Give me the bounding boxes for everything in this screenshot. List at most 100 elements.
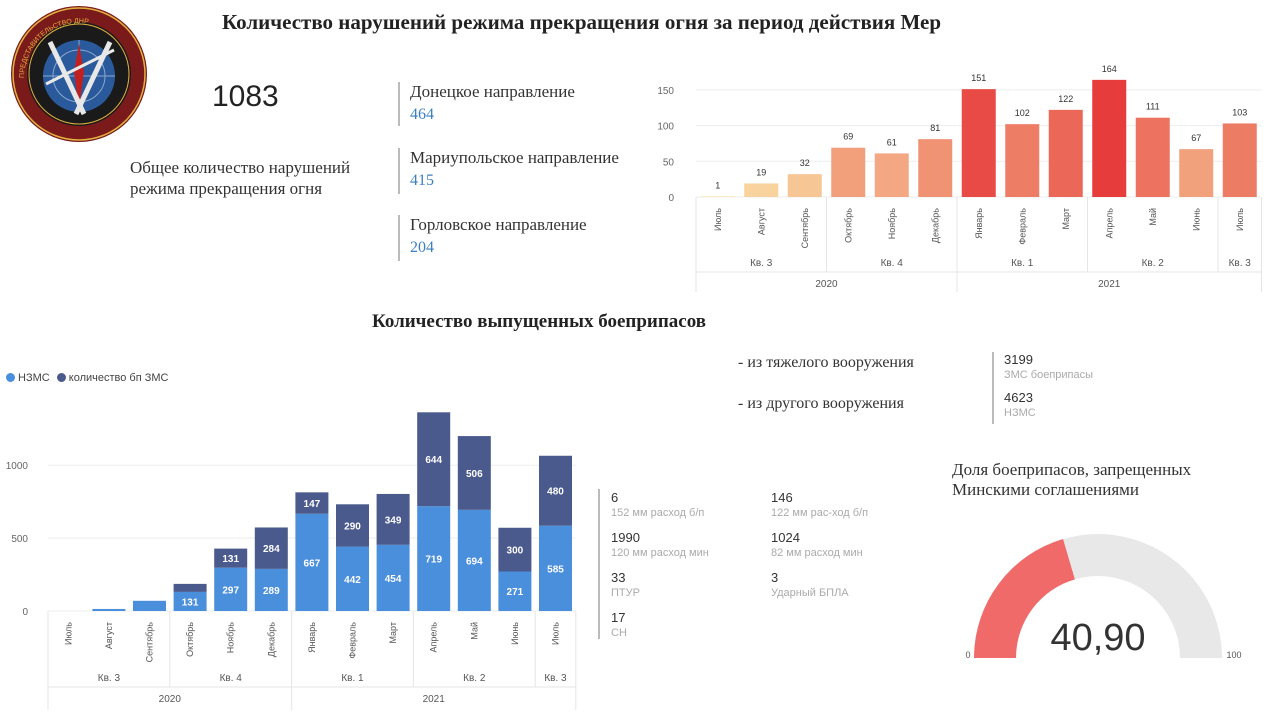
bar-segment-nzms	[295, 513, 329, 611]
stat-label: 122 мм рас-ход б/п	[771, 507, 869, 519]
segment-value-label: 585	[547, 564, 564, 575]
direction-value: 415	[410, 172, 434, 189]
ammo-breakdown: 3199 ЗМС боеприпасы 4623 НЗМС	[992, 352, 1093, 424]
segment-value-label: 644	[425, 455, 442, 466]
ammo-title: Количество выпущенных боеприпасов	[372, 311, 707, 332]
bar	[874, 153, 909, 197]
legend-dot-zms	[56, 373, 66, 382]
heavy-weapons-label: - из тяжелого вооружения	[738, 354, 914, 371]
bar	[1222, 123, 1257, 197]
stat-value: 1024	[771, 530, 800, 545]
share-gauge: 40,90 0 100	[965, 534, 1242, 660]
bar-value-label: 1	[715, 180, 720, 190]
y-tick-label: 50	[663, 157, 675, 168]
quarter-label: Кв. 1	[1011, 258, 1034, 269]
bar-segment-nzms	[417, 506, 451, 611]
bar-segment-nzms	[336, 546, 369, 611]
bar	[1179, 149, 1214, 197]
y-tick-label: 500	[11, 534, 28, 545]
heavy-sub: ЗМС боеприпасы	[1004, 369, 1094, 381]
direction-gorlovka: Горловское направление 204	[398, 215, 587, 261]
legend-dot-nzms	[6, 373, 15, 382]
bar-value-label: 111	[1146, 102, 1160, 112]
segment-value-label: 442	[344, 575, 361, 586]
ammo-legend: НЗМС количество бп ЗМС	[6, 372, 169, 384]
segment-value-label: 506	[466, 469, 483, 480]
quarter-label: Кв. 3	[1229, 258, 1252, 269]
segment-value-label: 454	[385, 574, 402, 585]
bar	[744, 183, 779, 197]
stat-label: СН	[611, 627, 627, 639]
quarter-label: Кв. 1	[341, 673, 364, 684]
other-sub: НЗМС	[1004, 407, 1036, 419]
x-tick-label: Ноябрь	[887, 208, 897, 240]
segment-value-label: 290	[344, 521, 361, 532]
violations-chart: 0 50 100 150 1 19 32 69 61 81 151 102 122 164 111 67 103…	[657, 64, 1262, 292]
x-tick-label: Сентябрь	[800, 208, 810, 249]
bar-value-label: 19	[756, 167, 766, 177]
bar-value-label: 151	[971, 73, 986, 83]
year-label: 2020	[159, 694, 182, 705]
stat-value: 3	[771, 570, 779, 585]
gauge-title: Доля боеприпасов, запрещенных Минскими с…	[952, 460, 1192, 499]
segment-value-label: 300	[507, 546, 524, 557]
stat-value: 1990	[611, 530, 640, 545]
stat-label: 152 мм расход б/п	[611, 507, 705, 519]
year-label: 2021	[423, 694, 446, 705]
bar-segment-zms	[214, 548, 248, 568]
legend-zms: количество бп ЗМС	[68, 372, 169, 384]
quarter-label: Кв. 3	[98, 673, 121, 684]
x-tick-label: Август	[104, 622, 114, 649]
stat-value: 146	[771, 490, 793, 505]
quarter-label: Кв. 2	[463, 673, 486, 684]
stats-divider	[598, 489, 600, 639]
x-tick-label: Май	[1148, 208, 1158, 226]
bar	[1135, 117, 1170, 197]
x-tick-label: Август	[756, 208, 766, 235]
bar-value-label: 32	[800, 158, 810, 168]
x-tick-label: Июль	[63, 622, 73, 645]
total-label: Общее количество нарушений режима прекра…	[130, 158, 351, 198]
stat-value: 33	[611, 570, 626, 585]
x-tick-label: Май	[469, 622, 479, 640]
bar-value-label: 122	[1058, 94, 1073, 104]
bar	[787, 174, 822, 197]
year-label: 2021	[1098, 279, 1121, 290]
bar-segment-nzms	[214, 567, 248, 611]
segment-value-label: 284	[263, 544, 280, 555]
segment-value-label: 694	[466, 556, 483, 567]
bar-segment-zms	[417, 412, 451, 507]
emblem-logo: ПРЕДСТАВИТЕЛЬСТВО ДНР	[11, 6, 147, 142]
bar	[1048, 109, 1083, 197]
x-tick-label: Ноябрь	[226, 622, 236, 654]
stat-82mm: 1024 82 мм расход мин	[771, 530, 863, 559]
segment-value-label: 131	[182, 597, 199, 608]
x-tick-label: Июль	[713, 208, 723, 231]
bar-segment-nzms	[539, 525, 572, 611]
bar-value-label: 69	[843, 132, 853, 142]
segment-value-label: 297	[222, 585, 239, 596]
y-tick-label: 1000	[6, 461, 29, 472]
x-tick-label: Март	[1061, 208, 1071, 230]
quarter-label: Кв. 3	[544, 673, 567, 684]
direction-label: Мариупольское направление	[410, 148, 619, 167]
x-tick-label: Февраль	[1017, 208, 1027, 245]
legend-nzms: НЗМС	[18, 372, 50, 384]
direction-donetsk: Донецкое направление 464	[398, 82, 575, 126]
x-tick-label: Июль	[1235, 208, 1245, 231]
bar-segment-zms	[173, 583, 207, 592]
bar-value-label: 81	[930, 123, 940, 133]
gauge-value: 40,90	[1050, 617, 1145, 659]
segment-value-label: 147	[304, 499, 321, 510]
ammo-chart: 0 500 1000 Июль Август Сентябрь 131 Октябрь 297 1…	[6, 412, 577, 710]
stat-uav: 3 Ударный БПЛА	[771, 570, 849, 599]
bar-value-label: 164	[1102, 64, 1117, 74]
stat-sn: 17 СН	[611, 610, 627, 639]
bar-segment-zms	[539, 455, 572, 526]
bar-value-label: 61	[887, 137, 897, 147]
heavy-value: 3199	[1004, 352, 1033, 367]
page-title: Количество нарушений режима прекращения …	[222, 10, 942, 34]
quarter-label: Кв. 2	[1142, 258, 1165, 269]
stat-label: Ударный БПЛА	[771, 587, 849, 599]
bar-segment-zms	[498, 527, 532, 572]
